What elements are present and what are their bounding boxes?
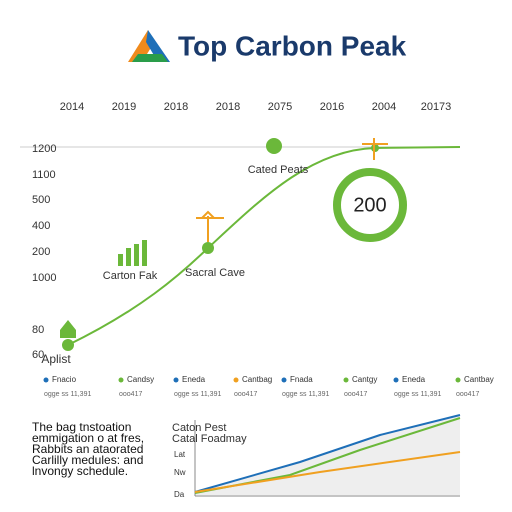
body-line: emmigation o at fres, [32, 431, 144, 445]
generated: 2014 2019 2018 2018 2075 2016 2004 20173 1200 110… [32, 101, 494, 499]
mini-label: Nw [174, 468, 186, 477]
top-label: 2075 [268, 101, 292, 113]
legend-note: ogge ss 11,391 [282, 391, 329, 398]
mini-chart [194, 414, 461, 497]
legend-note: ogge ss 11,391 [44, 391, 91, 398]
mini-label: Da [174, 490, 185, 499]
side-label: 1200 [32, 143, 56, 155]
legend-name: Cantgy [352, 375, 377, 384]
mini-title: Caton Pest [172, 422, 226, 434]
badge-ring [333, 168, 407, 242]
legend-name: Fnada [290, 375, 313, 384]
top-label: 20173 [421, 101, 452, 113]
top-label: 2014 [60, 101, 84, 113]
top-label: 2019 [112, 101, 136, 113]
mini-subtitle: Catal Foadmay [172, 433, 247, 445]
annotation: Carton Fak [103, 270, 158, 282]
legend-swatch [343, 377, 349, 383]
legend-note: ooo417 [119, 391, 142, 398]
annotation: Cated Peats [248, 164, 309, 176]
annotation: Aplist [41, 352, 71, 366]
body-line: The bag tnstoation [32, 420, 131, 434]
body-line: Rabbits an ataorated [32, 442, 143, 456]
badge-value: 200 [353, 194, 386, 216]
legend-name: Cantbag [242, 375, 272, 384]
side-label: 1000 [32, 272, 56, 284]
side-label: 200 [32, 246, 50, 258]
title: Top Carbon Peak [178, 30, 407, 61]
legend-name: Fnacio [52, 375, 77, 384]
legend-note: ogge ss 11,391 [174, 391, 221, 398]
legend-swatch [281, 377, 287, 383]
body-line: Carlilly medules: and [32, 453, 143, 467]
legend-swatch [393, 377, 399, 383]
logo [128, 30, 170, 62]
side-label: 500 [32, 194, 50, 206]
markers [60, 138, 379, 351]
side-label: 400 [32, 220, 50, 232]
legend-name: Candsy [127, 375, 154, 384]
annotation: Sacral Cave [185, 267, 245, 279]
top-label: 2004 [372, 101, 396, 113]
side-label: 60 [32, 349, 44, 361]
legend-swatch [43, 377, 49, 383]
trend-curve [67, 146, 461, 346]
top-label: 2018 [164, 101, 188, 113]
side-label: 1100 [32, 169, 56, 181]
cranes [196, 138, 388, 242]
legend-note: ogge ss 11,391 [394, 391, 441, 398]
legend-note: ooo417 [344, 391, 367, 398]
legend-swatch [173, 377, 179, 383]
legend-name: Cantbay [464, 375, 494, 384]
side-label: 80 [32, 324, 44, 336]
mini-label: Lat [174, 450, 186, 459]
legend-note: ooo417 [234, 391, 257, 398]
legend-name: Eneda [182, 375, 206, 384]
legend-swatch [455, 377, 461, 383]
legend-swatch [233, 377, 239, 383]
legend-name: Eneda [402, 375, 426, 384]
top-label: 2018 [216, 101, 240, 113]
legend-swatch [118, 377, 124, 383]
legend-note: ooo417 [456, 391, 479, 398]
body-line: lnvongy schedule. [32, 464, 128, 478]
top-label: 2016 [320, 101, 344, 113]
